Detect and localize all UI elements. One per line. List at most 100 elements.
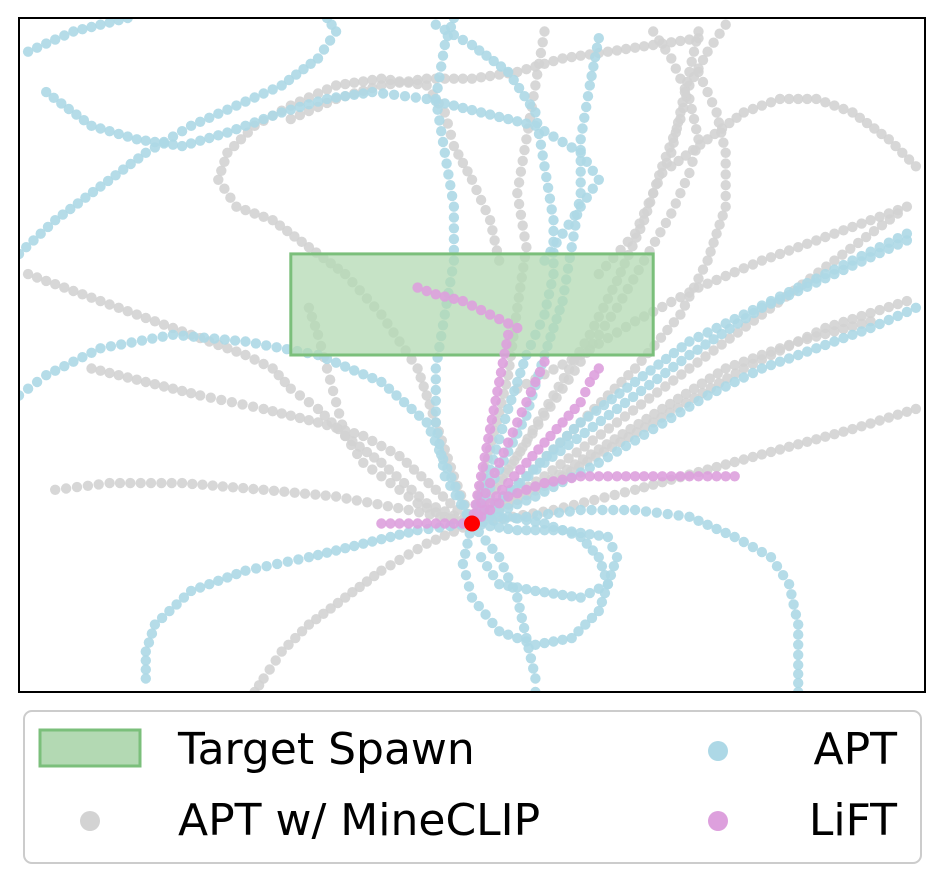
apt-point-14-5 [78,115,90,126]
apt-point-4-46 [847,260,858,271]
apt-mineclip-point-16-20 [682,76,693,88]
apt-mineclip-point-14-25 [512,66,523,78]
apt-mineclip-point-4-42 [691,124,702,135]
apt-point-11-43 [116,339,127,350]
apt-mineclip-point-12-10 [362,497,373,508]
apt-point-0-38 [434,115,445,126]
apt-mineclip-point-8-31 [730,368,741,379]
apt-point-8-37 [793,629,804,640]
apt-mineclip-point-9-26 [680,388,692,399]
apt-point-1-53 [448,29,460,41]
apt-mineclip-point-2-10 [394,450,405,462]
apt-mineclip-point-10-31 [517,220,528,231]
apt-point-8-20 [684,511,695,522]
lift-point-3-8 [481,442,492,454]
apt-mineclip-point-7-35 [748,315,760,326]
apt-mineclip-point-13-31 [765,446,777,458]
apt-mineclip-point-11-4 [430,534,441,545]
apt-point-5-35 [783,353,795,364]
apt-mineclip-point-2-8 [408,464,420,475]
apt-point-9-12 [575,527,586,539]
apt-point-3-13 [561,430,573,442]
apt-mineclip-point-5-48 [718,137,729,148]
apt-mineclip-point-7-33 [732,327,743,338]
apt-mineclip-point-15-16 [793,93,804,105]
apt-mineclip-point-13-43 [874,415,885,426]
apt-point-14-3 [63,103,74,115]
apt-mineclip-point-2-16 [340,425,351,436]
legend-frame [23,710,922,864]
apt-mineclip-point-15-4 [695,139,706,150]
apt-point-14-48 [475,107,487,118]
apt-mineclip-point-3-43 [225,192,236,203]
apt-point-4-32 [724,323,735,334]
apt-point-13-31 [267,84,278,95]
apt-mineclip-point-7-47 [845,243,856,254]
apt-mineclip-point-7-22 [644,393,655,404]
apt-point-11-15 [391,390,402,401]
apt-mineclip-point-2-11 [385,445,396,457]
apt-mineclip-point-8-48 [883,301,894,313]
apt-point-6-13 [340,543,351,554]
apt-point-8-21 [693,515,704,526]
apt-point-6-17 [303,552,315,563]
apt-point-7-13 [512,632,523,644]
apt-mineclip-point-11-7 [403,549,414,560]
apt-point-8-28 [756,546,768,558]
apt-mineclip-point-6-13 [538,407,549,418]
apt-point-1-10 [497,423,508,435]
lift-point-2-20 [648,471,659,482]
apt-mineclip-point-5-39 [711,228,722,239]
apt-point-0-33 [443,169,454,180]
apt-mineclip-point-16-16 [672,117,684,128]
apt-point-1-43 [519,91,530,102]
lift-point-3-23 [494,313,505,325]
apt-mineclip-point-13-29 [747,451,759,463]
apt-point-5-31 [747,367,759,379]
apt-mineclip-point-11-26 [264,664,275,675]
apt-mineclip-point-14-20 [466,73,478,84]
apt-point-3-19 [606,394,617,405]
lift-point-0-16 [563,410,574,421]
apt-point-6-36 [143,637,155,648]
apt-point-11-39 [157,331,168,342]
apt-mineclip-point-15-24 [861,117,873,129]
apt-point-3-18 [598,399,610,411]
apt-mineclip-point-13-16 [629,484,641,495]
apt-point-9-7 [530,525,541,536]
apt-point-1-13 [506,394,517,406]
apt-mineclip-point-2-7 [416,471,427,482]
apt-point-13-15 [125,158,136,170]
apt-mineclip-point-7-26 [676,369,687,380]
apt-point-1-15 [512,376,523,388]
apt-mineclip-point-2-25 [258,403,269,415]
apt-mineclip-point-2-21 [294,412,306,424]
apt-mineclip-point-3-81 [466,174,478,185]
lift-point-2-28 [720,471,731,482]
apt-point-0-28 [448,223,460,234]
apt-mineclip-point-16-6 [634,218,645,229]
apt-mineclip-point-15-12 [756,100,768,111]
apt-point-6-14 [330,545,342,556]
apt-mineclip-point-1-53 [22,268,34,280]
apt-point-4-12 [563,439,574,451]
apt-point-11-49 [59,361,70,372]
apt-point-5-38 [811,343,822,354]
apt-point-1-30 [548,225,559,237]
legend-label-lift: LiFT [809,795,897,846]
apt-mineclip-point-1-48 [68,285,79,297]
apt-point-2-46 [588,61,599,72]
apt-point-9-28 [530,585,541,597]
apt-point-9-29 [521,584,532,595]
apt-mineclip-point-3-45 [213,174,224,185]
apt-mineclip-point-7-32 [724,333,735,344]
apt-mineclip-point-1-29 [240,349,251,361]
apt-point-8-14 [619,504,630,516]
apt-mineclip-point-15-11 [747,103,759,115]
apt-point-6-16 [312,549,324,561]
apt-mineclip-point-14-12 [394,77,405,88]
apt-point-8-35 [790,609,802,620]
apt-point-8-36 [793,619,804,630]
apt-point-14-65 [575,201,586,212]
